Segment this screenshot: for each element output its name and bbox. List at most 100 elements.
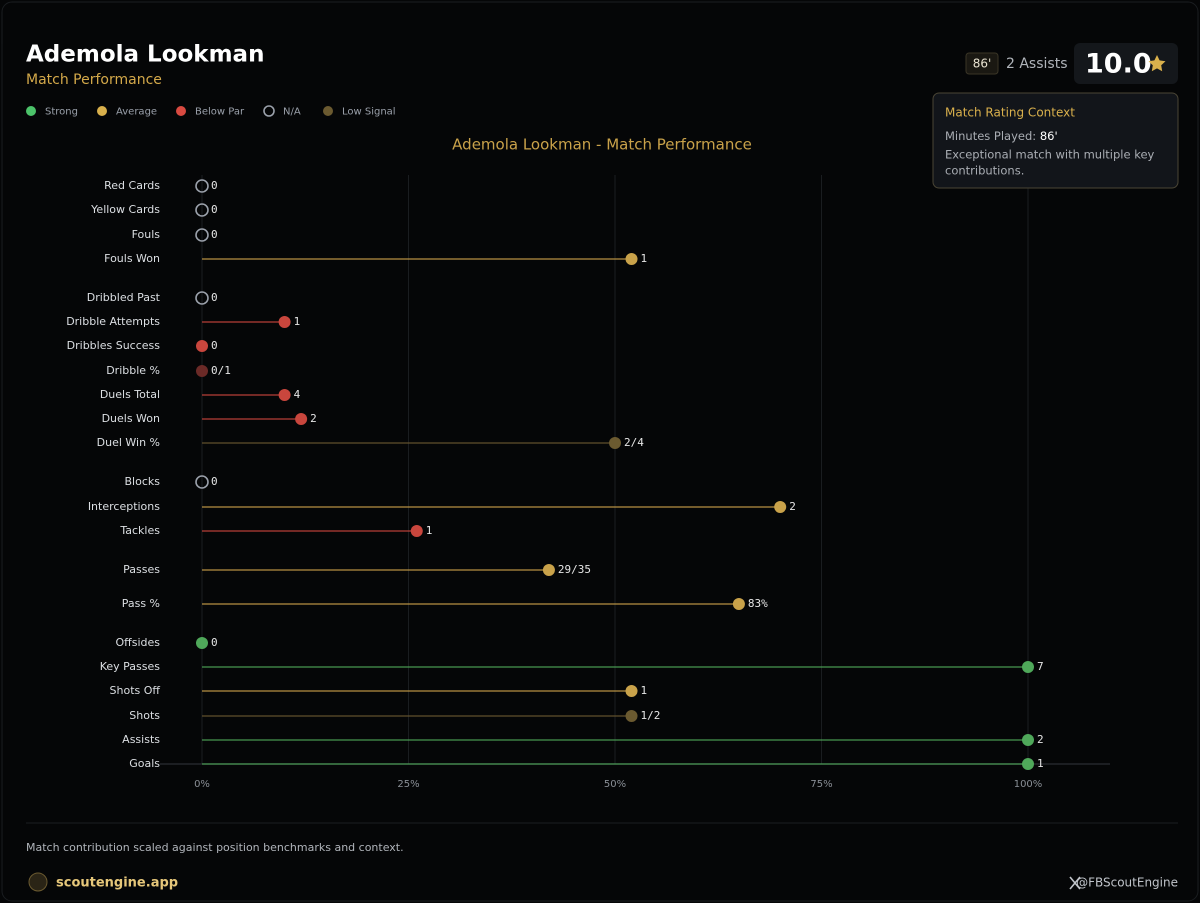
dot xyxy=(410,525,423,537)
stat-label: 7 xyxy=(1037,660,1044,673)
category-label: Dribble % xyxy=(106,364,160,377)
stat-label: 0/1 xyxy=(211,364,231,377)
stat-label: 2/4 xyxy=(624,436,644,449)
dot xyxy=(196,340,208,352)
tooltip-title: Match Rating Context xyxy=(945,106,1075,120)
category-label: Fouls xyxy=(132,228,161,241)
dot xyxy=(278,316,291,328)
dot xyxy=(195,228,209,242)
dot xyxy=(195,475,209,489)
tooltip-minutes: Minutes Played: 86' xyxy=(945,129,1058,143)
category-label: Interceptions xyxy=(88,500,160,513)
logo xyxy=(28,872,48,892)
category-label: Assists xyxy=(122,733,160,746)
stat-label: 1 xyxy=(294,315,301,328)
x-tick-label: 0% xyxy=(194,779,210,790)
dot xyxy=(1022,661,1034,673)
stat-label: 0 xyxy=(211,203,218,216)
category-label: Yellow Cards xyxy=(90,203,160,216)
rating: 10.0 xyxy=(1085,49,1152,80)
dot xyxy=(1022,758,1034,770)
stat-label: 4 xyxy=(294,388,301,401)
category-label: Duels Total xyxy=(100,388,160,401)
dot xyxy=(1022,734,1034,746)
dot xyxy=(295,413,308,425)
star-icon xyxy=(1148,55,1166,72)
x-icon xyxy=(1069,876,1081,890)
category-label: Pass % xyxy=(122,597,160,610)
footer-note: Match contribution scaled against positi… xyxy=(26,841,404,854)
minutes-badge-text: 86' xyxy=(973,57,992,71)
category-label: Key Passes xyxy=(100,660,161,673)
stat-label: 1 xyxy=(641,684,648,697)
dot xyxy=(625,253,638,265)
dot xyxy=(196,365,208,377)
legend-swatch xyxy=(26,106,36,116)
category-label: Shots Off xyxy=(110,684,161,697)
legend-label: N/A xyxy=(283,107,301,118)
dot xyxy=(609,437,621,449)
assists-summary: 2 Assists xyxy=(1006,56,1068,72)
category-label: Offsides xyxy=(115,636,160,649)
legend-label: Strong xyxy=(45,107,78,118)
legend-swatch xyxy=(263,105,275,117)
dot xyxy=(732,598,745,610)
tooltip-text: contributions. xyxy=(945,164,1024,178)
dot xyxy=(195,203,209,217)
dot xyxy=(542,564,555,576)
legend: Strong Average Below Par N/A Low Signal xyxy=(26,105,396,118)
dot xyxy=(625,685,638,697)
plot: 0% 25% 50% 75% 100% Red Cards 0 Yellow Cards 0 Fo… xyxy=(66,175,1110,790)
player-name: Ademola Lookman xyxy=(26,42,264,68)
legend-label: Low Signal xyxy=(342,107,396,118)
stat-label: 0 xyxy=(211,228,218,241)
stat-label: 1 xyxy=(641,252,648,265)
legend-label: Average xyxy=(116,107,157,118)
category-label: Fouls Won xyxy=(104,252,160,265)
x-tick-label: 50% xyxy=(604,779,626,790)
stat-label: 1 xyxy=(426,524,433,537)
dot xyxy=(278,389,291,401)
category-label: Dribble Attempts xyxy=(66,315,160,328)
category-label: Passes xyxy=(123,563,160,576)
dot xyxy=(625,710,638,722)
stat-label: 0 xyxy=(211,636,218,649)
x-tick-label: 25% xyxy=(397,779,419,790)
stat-label: 0 xyxy=(211,291,218,304)
legend-label: Below Par xyxy=(195,107,245,118)
category-label: Blocks xyxy=(125,475,161,488)
subtitle: Match Performance xyxy=(26,72,162,88)
dot xyxy=(195,179,209,193)
category-label: Tackles xyxy=(119,524,160,537)
category-label: Dribbled Past xyxy=(87,291,161,304)
stat-label: 0 xyxy=(211,339,218,352)
stat-label: 2 xyxy=(1037,733,1044,746)
category-label: Duels Won xyxy=(102,412,160,425)
stat-label: 2 xyxy=(789,500,796,513)
tooltip xyxy=(932,92,1179,189)
dot xyxy=(196,637,208,649)
site: scoutengine.app xyxy=(56,876,178,891)
stat-label: 0 xyxy=(211,179,218,192)
tooltip-text: Exceptional match with multiple key xyxy=(945,148,1155,162)
legend-swatch xyxy=(97,106,107,116)
stat-label: 0 xyxy=(211,475,218,488)
dot xyxy=(774,501,787,513)
chart-title: Ademola Lookman - Match Performance xyxy=(452,136,752,154)
dot xyxy=(195,291,209,305)
rating-box xyxy=(1074,43,1178,84)
legend-swatch xyxy=(323,106,333,116)
handle: @FBScoutEngine xyxy=(1076,876,1178,890)
stat-label: 29/35 xyxy=(558,563,591,576)
category-label: Goals xyxy=(129,757,160,770)
minutes-badge xyxy=(965,52,999,75)
stat-label: 2 xyxy=(310,412,317,425)
stat-label: 1/2 xyxy=(641,709,661,722)
x-tick-label: 75% xyxy=(810,779,832,790)
minutes-label: Minutes Played: xyxy=(945,129,1036,143)
category-label: Duel Win % xyxy=(97,436,160,449)
legend-swatch xyxy=(176,106,186,116)
stat-label: 1 xyxy=(1037,757,1044,770)
